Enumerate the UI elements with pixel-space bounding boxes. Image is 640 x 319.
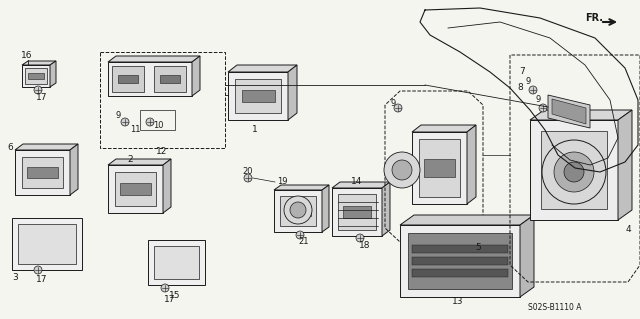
Text: 20: 20	[243, 167, 253, 176]
Polygon shape	[530, 120, 618, 220]
Polygon shape	[412, 269, 508, 277]
Text: 8: 8	[517, 84, 523, 93]
Polygon shape	[274, 185, 329, 190]
Polygon shape	[338, 194, 376, 230]
Polygon shape	[618, 110, 632, 220]
Polygon shape	[332, 188, 382, 236]
Text: 9: 9	[390, 99, 396, 108]
Polygon shape	[419, 138, 460, 197]
Polygon shape	[412, 257, 508, 265]
Polygon shape	[400, 225, 520, 297]
Polygon shape	[154, 66, 186, 92]
Circle shape	[394, 104, 402, 112]
Circle shape	[290, 202, 306, 218]
Circle shape	[392, 160, 412, 180]
Text: 11: 11	[130, 125, 140, 135]
Polygon shape	[241, 90, 275, 102]
Text: FR.: FR.	[585, 13, 603, 23]
Polygon shape	[115, 172, 156, 206]
Text: 12: 12	[156, 147, 168, 157]
Polygon shape	[541, 130, 607, 210]
Polygon shape	[108, 159, 171, 165]
Polygon shape	[12, 218, 82, 270]
Polygon shape	[108, 56, 200, 62]
Circle shape	[146, 118, 154, 126]
Polygon shape	[28, 73, 44, 79]
Polygon shape	[15, 144, 78, 150]
Polygon shape	[552, 99, 586, 124]
Polygon shape	[108, 165, 163, 213]
Polygon shape	[424, 159, 454, 177]
Polygon shape	[22, 61, 56, 65]
Text: 7: 7	[519, 68, 525, 77]
Polygon shape	[15, 150, 70, 195]
Text: 18: 18	[359, 241, 371, 249]
Text: 5: 5	[475, 243, 481, 253]
Circle shape	[34, 266, 42, 274]
Text: 15: 15	[169, 291, 180, 300]
Circle shape	[121, 118, 129, 126]
Text: 16: 16	[21, 51, 33, 61]
Polygon shape	[118, 75, 138, 83]
Circle shape	[244, 174, 252, 182]
Circle shape	[554, 152, 594, 192]
Polygon shape	[22, 65, 50, 87]
Polygon shape	[70, 144, 78, 195]
Circle shape	[542, 140, 606, 204]
Circle shape	[564, 162, 584, 182]
Polygon shape	[520, 215, 534, 297]
Circle shape	[384, 152, 420, 188]
Circle shape	[161, 284, 169, 292]
Polygon shape	[382, 182, 390, 236]
Circle shape	[529, 86, 537, 94]
Polygon shape	[148, 240, 205, 285]
Text: 9: 9	[115, 110, 120, 120]
Polygon shape	[108, 62, 192, 96]
Polygon shape	[112, 66, 144, 92]
Text: 14: 14	[351, 177, 363, 187]
Polygon shape	[288, 65, 297, 120]
Polygon shape	[322, 185, 329, 232]
Polygon shape	[412, 132, 467, 204]
Text: 1: 1	[252, 125, 258, 135]
Polygon shape	[412, 125, 476, 132]
Text: 9: 9	[536, 95, 541, 105]
Text: 21: 21	[299, 238, 309, 247]
Circle shape	[296, 231, 304, 239]
Polygon shape	[28, 167, 58, 178]
Polygon shape	[467, 125, 476, 204]
Polygon shape	[530, 110, 632, 120]
Polygon shape	[274, 190, 322, 232]
Text: 6: 6	[7, 144, 13, 152]
Polygon shape	[163, 159, 171, 213]
Polygon shape	[332, 182, 390, 188]
Polygon shape	[18, 224, 76, 264]
Polygon shape	[285, 206, 311, 216]
Text: 9: 9	[525, 78, 531, 86]
Polygon shape	[412, 245, 508, 253]
Text: 19: 19	[276, 177, 287, 187]
Polygon shape	[50, 61, 56, 87]
Polygon shape	[192, 56, 200, 96]
Polygon shape	[280, 196, 316, 226]
Polygon shape	[22, 157, 63, 189]
Text: 17: 17	[36, 276, 48, 285]
Polygon shape	[154, 246, 199, 279]
Text: 3: 3	[12, 273, 18, 283]
Polygon shape	[228, 65, 297, 72]
Polygon shape	[236, 79, 281, 113]
Polygon shape	[161, 75, 180, 83]
Text: 10: 10	[153, 121, 163, 130]
Polygon shape	[26, 68, 47, 84]
Polygon shape	[550, 158, 598, 182]
Polygon shape	[548, 95, 590, 128]
Text: 17: 17	[164, 295, 176, 305]
Polygon shape	[400, 215, 534, 225]
Circle shape	[284, 196, 312, 224]
Text: 4: 4	[625, 226, 631, 234]
Circle shape	[34, 86, 42, 94]
Circle shape	[356, 234, 364, 242]
Polygon shape	[120, 183, 150, 195]
Text: S02S-B1110 A: S02S-B1110 A	[528, 303, 582, 313]
